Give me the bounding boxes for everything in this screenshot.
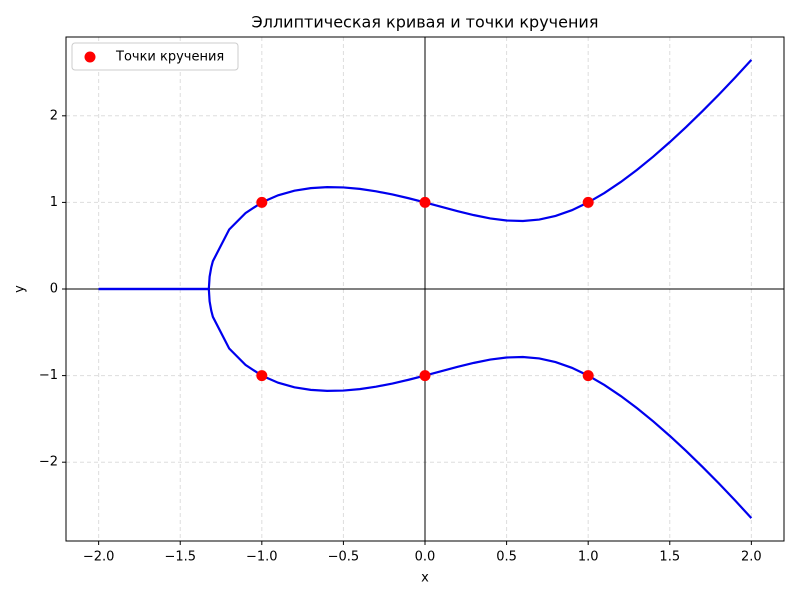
curve [98,287,753,519]
y-tick-label: 0 [50,282,58,297]
torsion-point [419,370,431,382]
y-tick-label: 2 [50,108,58,123]
y-tick-label: −2 [39,455,58,470]
x-tick-label: 2.0 [741,550,762,565]
torsion-point [582,196,594,208]
x-axis-label: x [421,571,429,586]
x-tick-label: −1.5 [164,550,196,565]
chart-title: Эллиптическая кривая и точки кручения [252,13,599,32]
torsion-point [256,370,268,382]
legend-label: Точки кручения [115,50,224,65]
x-tick-label: 1.5 [659,550,680,565]
legend-marker [84,51,96,63]
legend-box [71,42,239,71]
y-tick-label: −1 [39,368,58,383]
torsion-point [582,370,594,382]
y-axis-label: y [13,285,28,293]
x-tick-label: −2.0 [83,550,115,565]
torsion-point [256,196,268,208]
x-tick-label: −1.0 [246,550,278,565]
x-tick-label: 0.5 [496,550,517,565]
plot-frame [65,36,785,542]
x-tick-label: −0.5 [328,550,360,565]
curve [98,59,753,291]
torsion-point [419,196,431,208]
y-tick-label: 1 [50,195,58,210]
x-tick-label: 0.0 [415,550,436,565]
x-tick-label: 1.0 [578,550,599,565]
